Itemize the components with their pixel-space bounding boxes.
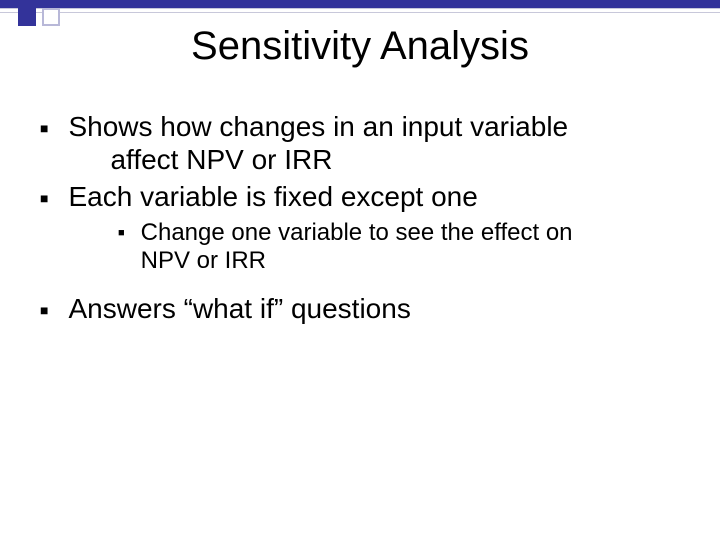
bullet-marker-icon: ■: [40, 190, 48, 206]
header-thin-line: [0, 8, 720, 9]
bullet-line: affect NPV or IRR: [68, 143, 332, 176]
slide-title: Sensitivity Analysis: [0, 24, 720, 69]
bullet-text: Change one variable to see the effect on…: [141, 219, 573, 276]
bullet-marker-icon: ■: [40, 302, 48, 318]
slide-content: ■ Shows how changes in an input variable…: [40, 110, 680, 329]
bullet-text: Answers “what if” questions: [68, 292, 410, 325]
bullet-level2: ■ Change one variable to see the effect …: [118, 219, 680, 276]
bullet-text: Shows how changes in an input variable a…: [68, 110, 568, 176]
bullet-level1: ■ Shows how changes in an input variable…: [40, 110, 680, 176]
bullet-marker-icon: ■: [40, 120, 48, 136]
header-accent-bar: [0, 0, 720, 8]
bullet-line: Shows how changes in an input variable: [68, 111, 568, 142]
bullet-line: NPV or IRR: [141, 247, 266, 274]
header-thin-line-2: [0, 12, 720, 13]
bullet-level1: ■ Answers “what if” questions: [40, 292, 680, 325]
bullet-text: Each variable is fixed except one: [68, 180, 477, 213]
bullet-marker-icon: ■: [118, 227, 125, 239]
bullet-line: Change one variable to see the effect on: [141, 219, 573, 246]
bullet-level1: ■ Each variable is fixed except one: [40, 180, 680, 213]
